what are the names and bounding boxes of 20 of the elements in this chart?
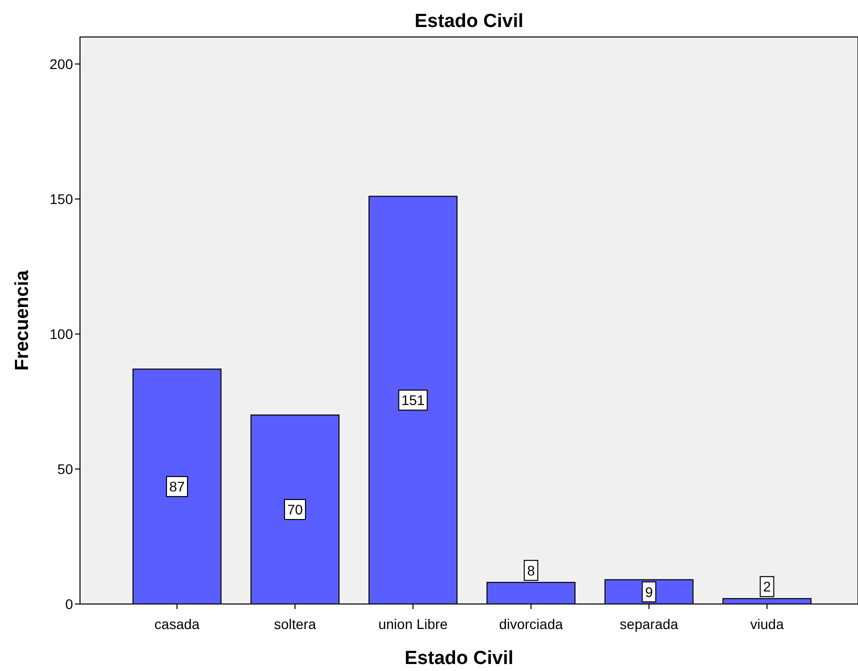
data-label: 87 <box>169 478 185 495</box>
y-tick-label: 100 <box>50 326 74 342</box>
data-label: 9 <box>645 584 654 600</box>
x-tick-label: soltera <box>274 616 316 632</box>
x-tick-label: separada <box>620 616 678 632</box>
y-tick-label: 50 <box>57 461 74 477</box>
y-tick-label: 150 <box>50 191 74 207</box>
chart-title: Estado Civil <box>414 11 524 32</box>
data-label: 151 <box>401 392 425 408</box>
x-axis-title: Estado Civil <box>404 648 514 669</box>
x-tick-label: viuda <box>750 616 784 632</box>
x-tick-label: casada <box>154 616 200 632</box>
y-axis-title: Frecuencia <box>12 270 33 371</box>
data-label: 8 <box>527 562 536 578</box>
y-tick-label: 0 <box>65 596 74 612</box>
x-tick-label: union Libre <box>378 616 448 632</box>
data-label: 70 <box>287 502 303 518</box>
x-tick-label: divorciada <box>499 616 564 632</box>
y-tick-label: 200 <box>50 56 74 72</box>
data-label: 2 <box>763 578 772 595</box>
